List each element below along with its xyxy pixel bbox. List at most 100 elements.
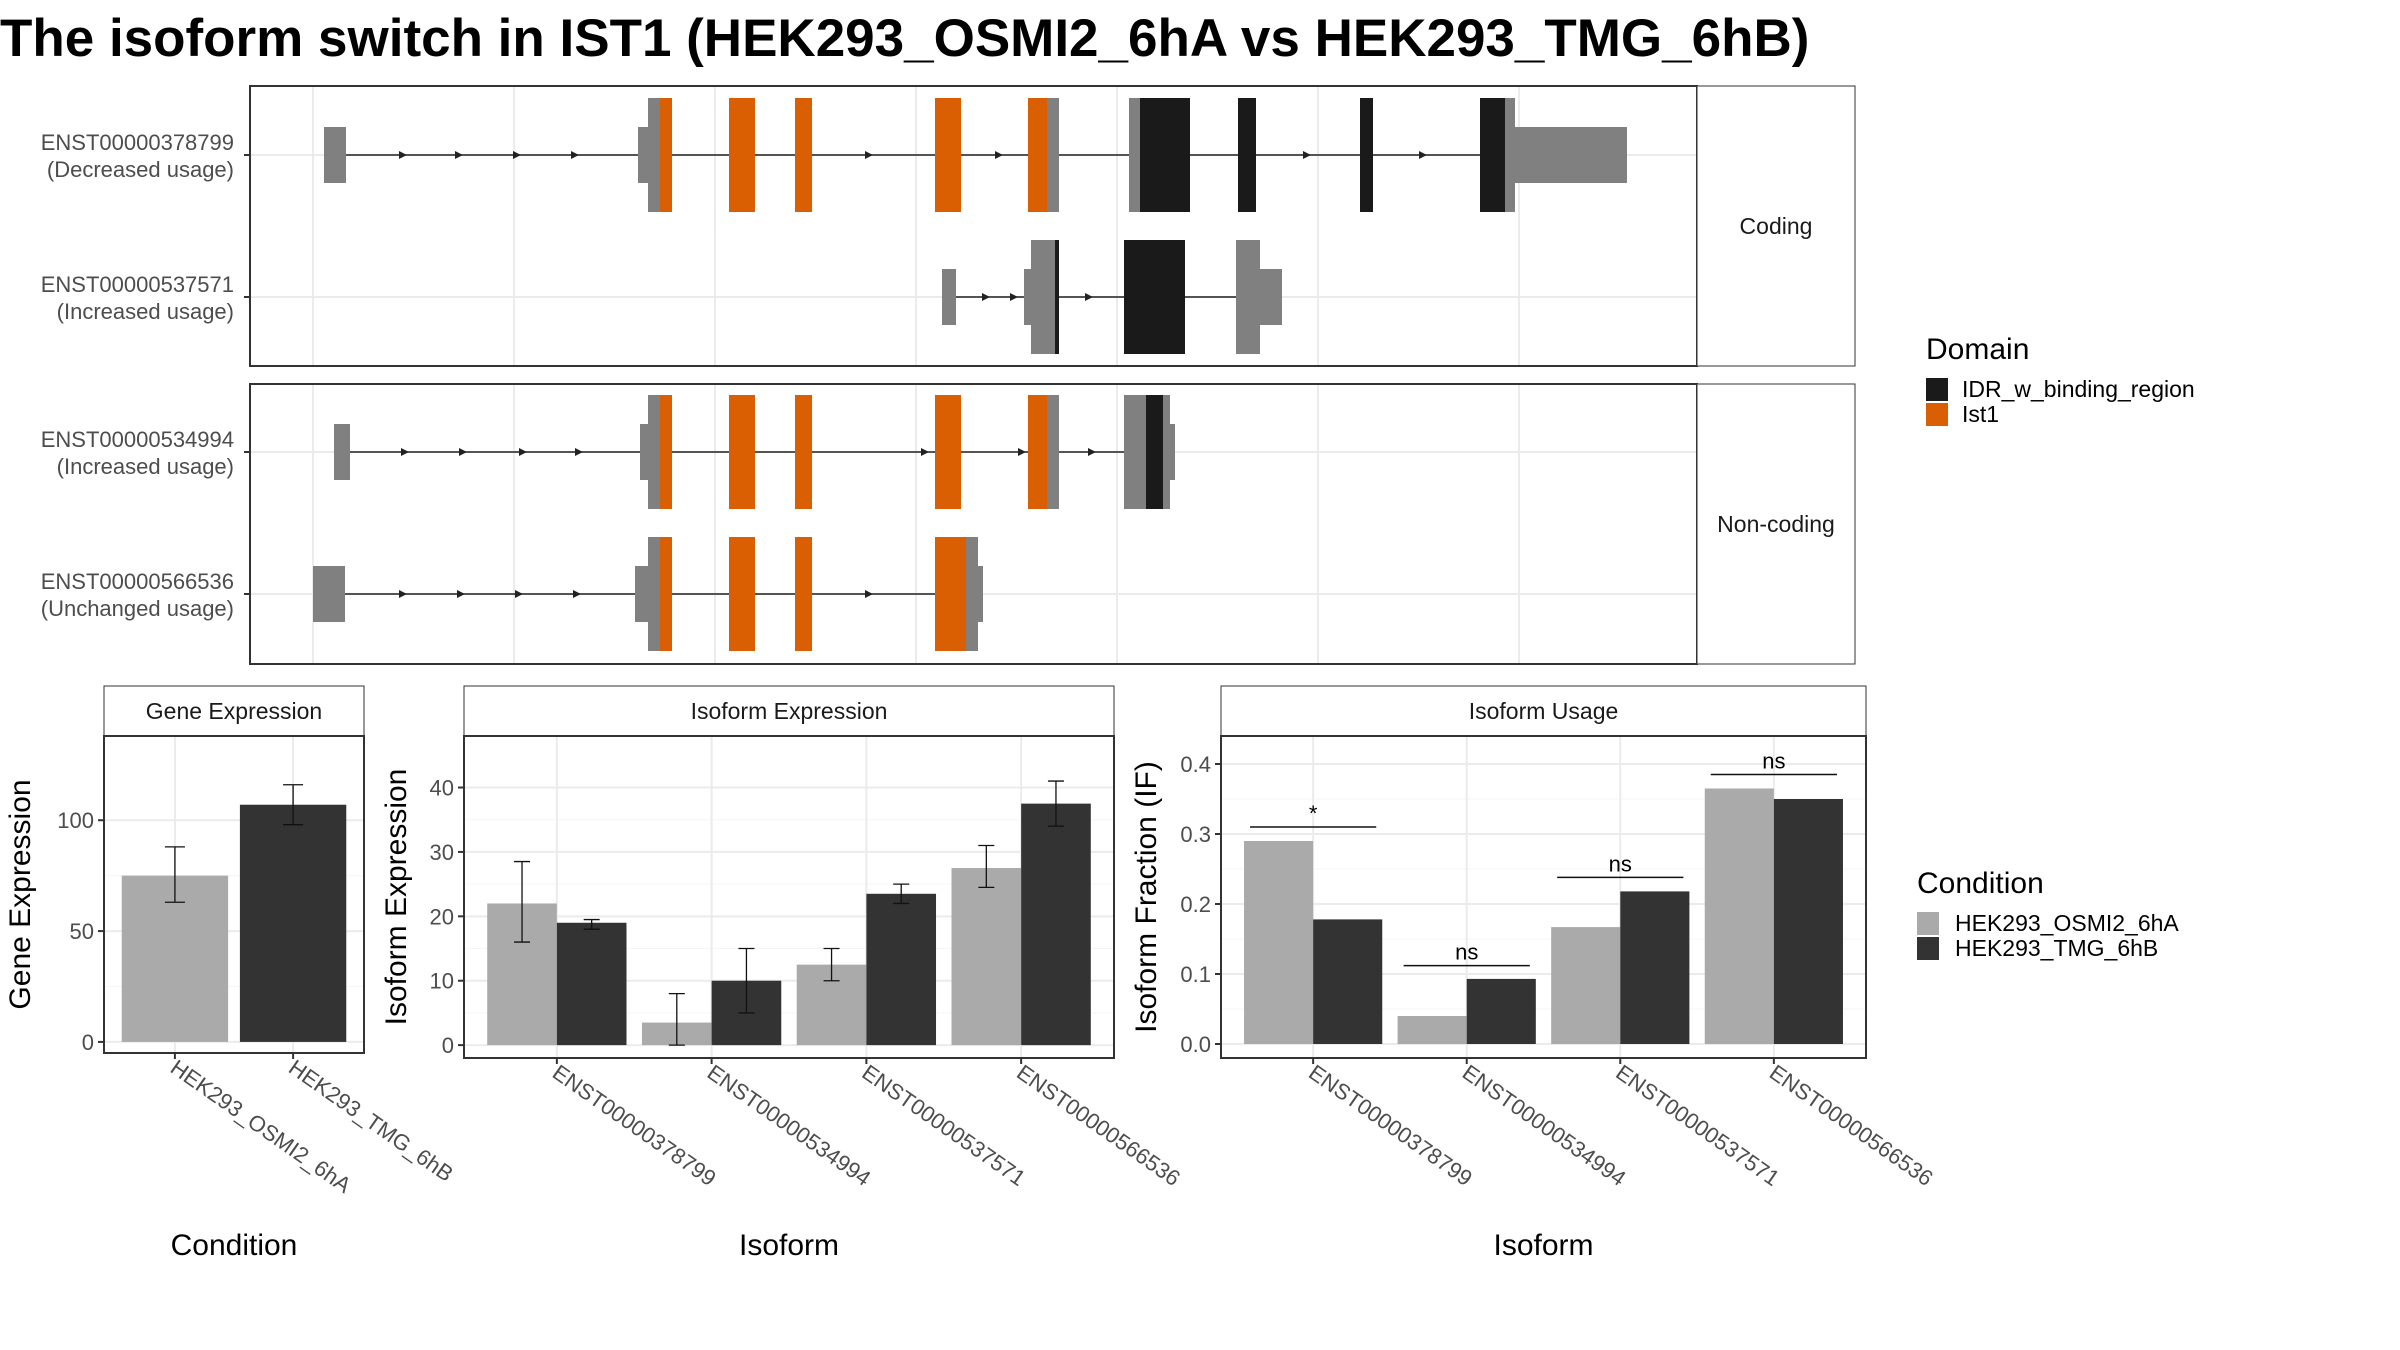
- bar: [1704, 788, 1774, 1044]
- significance-label: ns: [1609, 851, 1632, 876]
- intron-direction-arrow: [401, 448, 409, 456]
- x-tick-label: ENST00000378799: [1304, 1060, 1477, 1191]
- isoform-usage-label: (Unchanged usage): [41, 596, 234, 621]
- isoform-usage-label: (Increased usage): [57, 454, 234, 479]
- legend-title: Condition: [1917, 867, 2044, 900]
- x-tick-label: ENST00000537571: [858, 1060, 1031, 1191]
- exon-block: [978, 566, 983, 622]
- exon-block: [935, 537, 966, 651]
- bar: [239, 804, 347, 1042]
- bar: [951, 868, 1022, 1046]
- x-tick-label: ENST00000378799: [548, 1060, 721, 1191]
- x-axis-title: Isoform: [1493, 1229, 1593, 1262]
- intron-direction-arrow: [995, 151, 1003, 159]
- exon-block: [334, 424, 350, 480]
- intron-direction-arrow: [1010, 293, 1018, 301]
- exon-block: [795, 537, 812, 651]
- exon-block: [1480, 98, 1505, 212]
- isoform-id-label: ENST00000534994: [41, 427, 234, 452]
- panel-border: [103, 735, 365, 1054]
- isoform-structure-plot: Coding Non-coding ENST00000378799(Decrease…: [41, 85, 1856, 665]
- intron-direction-arrow: [1088, 448, 1096, 456]
- bar: [1551, 927, 1621, 1044]
- exon-block: [1146, 395, 1163, 509]
- x-tick-label: ENST00000537571: [1611, 1060, 1784, 1191]
- exon-block: [729, 98, 755, 212]
- legend-label: HEK293_OSMI2_6hA: [1955, 910, 2179, 936]
- x-tick-label: ENST00000534994: [703, 1060, 876, 1191]
- exon-block: [1124, 395, 1146, 509]
- bar: [1313, 919, 1383, 1044]
- legend-swatch: [1917, 937, 1939, 960]
- structure-facet-bg: [250, 86, 1697, 366]
- exon-block: [1124, 240, 1185, 354]
- legend-swatch: [1926, 378, 1948, 401]
- legend-label: IDR_w_binding_region: [1962, 376, 2195, 402]
- intron-direction-arrow: [1085, 293, 1093, 301]
- intron-direction-arrow: [1018, 448, 1026, 456]
- intron-direction-arrow: [399, 590, 407, 598]
- y-tick-label: 0.3: [1180, 822, 1211, 847]
- intron-direction-arrow: [1419, 151, 1427, 159]
- exon-block: [1140, 98, 1190, 212]
- intron-direction-arrow: [513, 151, 521, 159]
- intron-direction-arrow: [575, 448, 583, 456]
- exon-block: [648, 98, 660, 212]
- exon-block: [1129, 98, 1140, 212]
- legend-label: Ist1: [1962, 401, 1999, 427]
- exon-block: [935, 395, 961, 509]
- exon-block: [1238, 98, 1256, 212]
- y-axis-title: Isoform Expression: [380, 769, 413, 1026]
- exon-block: [1170, 424, 1175, 480]
- panel-title: Gene Expression: [146, 698, 322, 724]
- exon-block: [729, 537, 755, 651]
- intron-direction-arrow: [455, 151, 463, 159]
- panel-border: [1220, 735, 1867, 1059]
- exon-block: [1515, 127, 1627, 183]
- exon-block: [1024, 269, 1031, 325]
- facet-strip-label: Coding: [1740, 213, 1813, 239]
- facet-strip: [1696, 85, 1856, 367]
- exon-block: [648, 395, 660, 509]
- legend-label: HEK293_TMG_6hB: [1955, 935, 2158, 961]
- intron-direction-arrow: [573, 590, 581, 598]
- facet-strip: [1696, 383, 1856, 665]
- exon-block: [1047, 395, 1059, 509]
- exon-block: [660, 395, 672, 509]
- significance-label: ns: [1762, 749, 1785, 774]
- intron-direction-arrow: [865, 590, 873, 598]
- bar: [1620, 891, 1690, 1044]
- exon-block: [660, 98, 672, 212]
- isoform-usage-label: (Increased usage): [57, 299, 234, 324]
- exon-block: [660, 537, 672, 651]
- intron-direction-arrow: [921, 448, 929, 456]
- y-tick-label: 0: [442, 1033, 454, 1058]
- x-axis-title: Isoform: [739, 1229, 839, 1262]
- exon-block: [648, 537, 660, 651]
- exon-block: [324, 127, 346, 183]
- exon-block: [942, 269, 956, 325]
- exon-block: [935, 98, 961, 212]
- x-axis-title: Condition: [171, 1229, 298, 1262]
- exon-block: [635, 566, 648, 622]
- bar: [556, 922, 627, 1046]
- exon-block: [313, 566, 345, 622]
- y-tick-label: 0.4: [1180, 752, 1211, 777]
- exon-block: [1028, 98, 1047, 212]
- panel-strip: [463, 685, 1115, 737]
- intron-direction-arrow: [1303, 151, 1311, 159]
- legend-swatch: [1917, 912, 1939, 935]
- panel-strip: [103, 685, 365, 737]
- exon-block: [1236, 240, 1260, 354]
- y-tick-label: 30: [430, 840, 454, 865]
- exon-block: [729, 395, 755, 509]
- x-tick-label: ENST00000566536: [1765, 1060, 1938, 1191]
- exon-block: [1031, 240, 1055, 354]
- exon-block: [795, 395, 812, 509]
- exon-block: [1047, 98, 1059, 212]
- facet-strip-label: Non-coding: [1717, 511, 1835, 537]
- exon-block: [1163, 395, 1170, 509]
- bar: [1244, 841, 1314, 1044]
- y-tick-label: 10: [430, 969, 454, 994]
